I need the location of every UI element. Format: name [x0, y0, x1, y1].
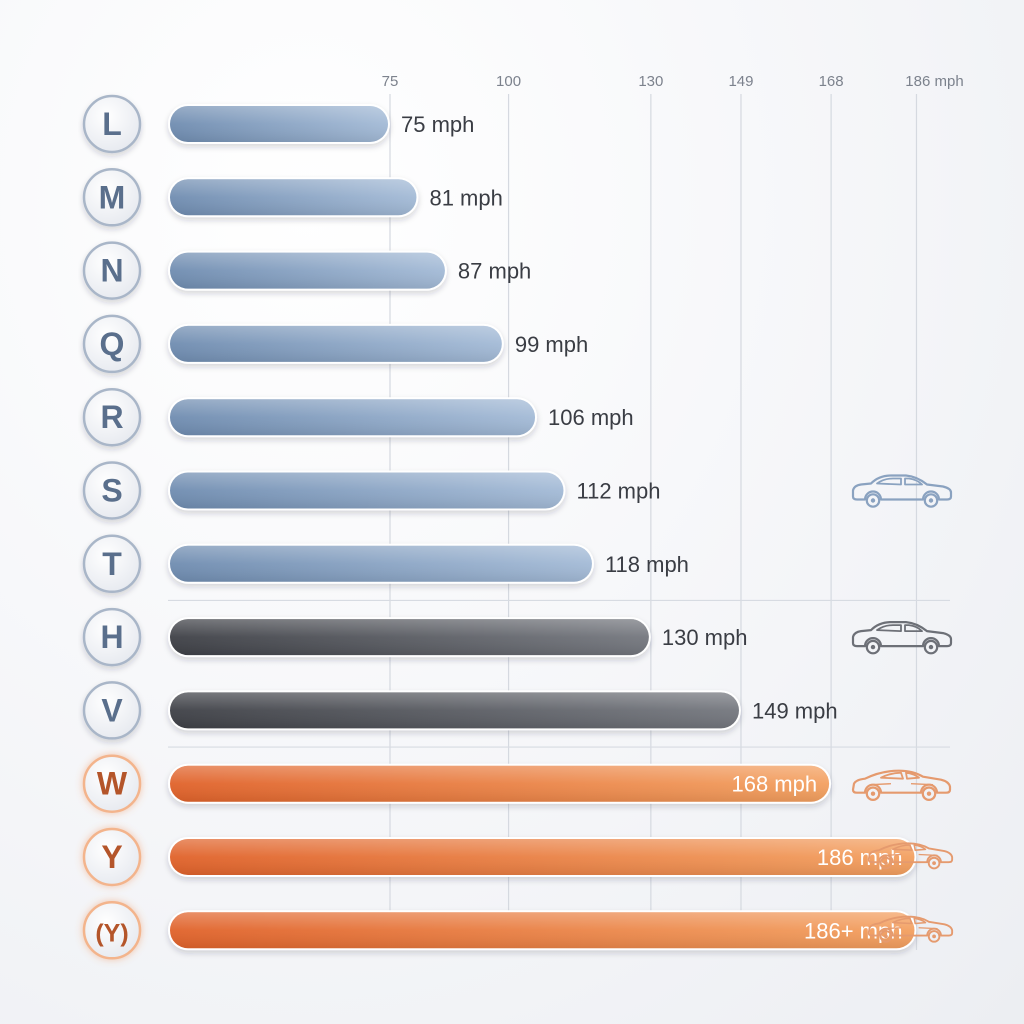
x-tick-label: 75: [382, 73, 399, 90]
category-label: V: [101, 692, 123, 728]
bar: [168, 470, 566, 511]
value-label: 99 mph: [515, 332, 588, 357]
value-label: 87 mph: [458, 259, 531, 284]
value-label: 118 mph: [605, 552, 689, 577]
value-label: 106 mph: [548, 405, 634, 430]
bar: [168, 837, 917, 877]
category-badge: (Y): [82, 901, 142, 960]
category-badge: H: [82, 607, 142, 667]
bar: [168, 910, 917, 951]
category-label: N: [100, 253, 123, 289]
category-badges: L M N Q R S T H V W Y (Y): [82, 94, 142, 960]
car-icons: [851, 474, 954, 943]
x-axis-ticks: 75 100 130 149 168 186 mph: [382, 73, 964, 90]
value-label: 81 mph: [429, 185, 502, 210]
sedan-icon: [851, 474, 953, 508]
category-badge: R: [82, 387, 142, 447]
grid-lines: [389, 94, 918, 950]
category-label: W: [97, 766, 128, 802]
bar: [168, 104, 390, 144]
x-tick-label: 168: [819, 73, 844, 90]
x-tick-label: 186 mph: [905, 73, 963, 90]
category-label: Y: [101, 839, 122, 875]
category-badge: V: [82, 681, 142, 740]
category-badge: L: [82, 94, 142, 154]
x-tick-label: 130: [638, 73, 663, 90]
category-badge: W: [82, 754, 142, 813]
sports-car-icon: [867, 842, 954, 870]
category-badge: N: [82, 241, 142, 300]
x-tick-label: 149: [728, 73, 753, 90]
category-label: (Y): [95, 919, 128, 947]
category-badge: T: [82, 534, 142, 594]
value-label: 112 mph: [576, 479, 660, 504]
value-label: 168 mph: [731, 772, 817, 797]
sports-car-icon: [867, 915, 954, 943]
bars: [168, 104, 917, 951]
x-tick-label: 100: [496, 73, 521, 90]
value-label: 130 mph: [662, 625, 748, 650]
bar: [168, 177, 419, 218]
sports-car-icon: [851, 769, 952, 802]
category-badge: S: [82, 461, 142, 520]
category-label: H: [100, 619, 123, 655]
category-label: R: [100, 399, 123, 435]
category-badge: Q: [82, 314, 142, 374]
value-labels: 75 mph 81 mph 87 mph 99 mph 106 mph 112 mph 11…: [401, 112, 902, 943]
sedan-icon: [851, 620, 953, 655]
bar: [168, 617, 651, 658]
bar: [168, 323, 504, 364]
group-separators: [168, 599, 950, 748]
value-label: 75 mph: [401, 112, 474, 137]
bar: [168, 763, 832, 804]
category-badge: Y: [82, 827, 142, 887]
category-label: Q: [100, 326, 125, 362]
category-label: T: [102, 546, 122, 582]
bar: [168, 543, 594, 584]
category-label: S: [101, 473, 122, 509]
category-label: M: [99, 179, 126, 215]
value-label: 149 mph: [752, 698, 838, 723]
category-badge: M: [82, 168, 142, 227]
bar: [168, 397, 538, 438]
bar: [168, 690, 741, 731]
category-label: L: [102, 106, 122, 142]
bar: [168, 250, 447, 291]
